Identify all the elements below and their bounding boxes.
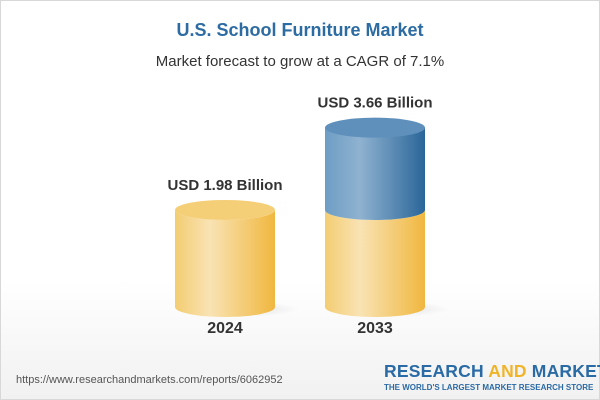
chart-subtitle: Market forecast to grow at a CAGR of 7.1… — [155, 53, 445, 70]
logo-word-research: RESEARCH — [384, 361, 489, 381]
cylinder-top-2024 — [175, 199, 275, 220]
cylinder-base-2024 — [175, 209, 275, 317]
logo-word-markets: MARKETS — [531, 361, 600, 381]
cylinder-base-2033 — [325, 209, 425, 317]
cylinder-growth-2033 — [325, 127, 425, 220]
chart-title: U.S. School Furniture Market — [176, 20, 424, 40]
source-url[interactable]: https://www.researchandmarkets.com/repor… — [16, 374, 283, 386]
category-label: 2033 — [357, 320, 393, 337]
cylinder-top-2033 — [325, 117, 425, 138]
data-label: USD 1.98 Billion — [167, 177, 282, 194]
logo-tagline: THE WORLD'S LARGEST MARKET RESEARCH STOR… — [384, 383, 594, 392]
logo-word-and: AND — [488, 361, 527, 381]
data-label: USD 3.66 Billion — [317, 95, 432, 112]
research-and-markets-logo: RESEARCH AND MARKETS THE WORLD'S LARGEST… — [384, 361, 600, 392]
category-label: 2024 — [207, 320, 243, 337]
